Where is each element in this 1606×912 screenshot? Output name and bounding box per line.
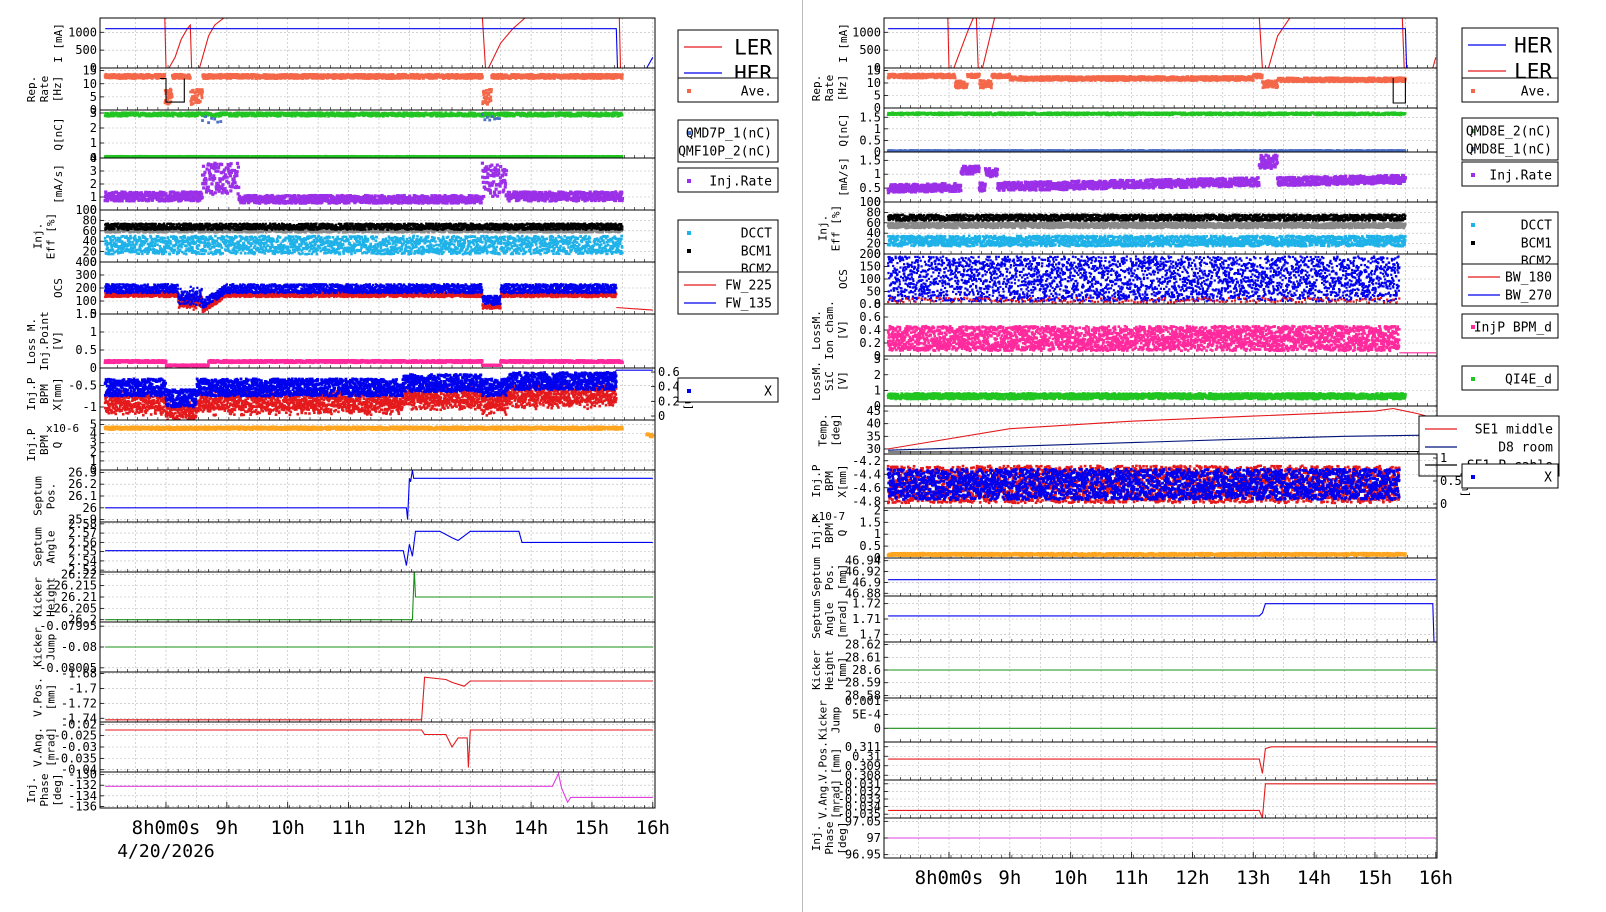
legend-entry: LER [734, 35, 772, 59]
y-tick-label: 500 [75, 43, 97, 57]
data-point [194, 101, 197, 104]
y-tick-label: 3 [90, 106, 97, 120]
legend-rep: Ave. [678, 78, 778, 102]
data-point [489, 95, 492, 98]
data-point [481, 75, 484, 78]
data-point [196, 94, 199, 97]
panel-frame [100, 18, 655, 68]
y-axis-label: [Hz] [51, 76, 64, 103]
data-point [171, 95, 174, 98]
data-point [189, 76, 192, 79]
y-axis-label: Rate [38, 76, 51, 103]
data-point [201, 96, 204, 99]
y-tick-label: 15 [83, 64, 97, 78]
y-axis-label: I [mA] [52, 23, 65, 63]
data-point [485, 89, 488, 92]
y-tick-label: 2 [90, 121, 97, 135]
data-point [170, 89, 173, 92]
data-point [490, 88, 493, 91]
y-tick-label: 1 [90, 136, 97, 150]
data-point [621, 77, 624, 80]
data-point [621, 114, 624, 117]
data-point [490, 90, 493, 93]
data-point [490, 99, 493, 102]
data-point [163, 73, 166, 76]
data-point [486, 97, 489, 100]
data-point [192, 89, 195, 92]
data-point [199, 100, 202, 103]
series-group [104, 73, 624, 106]
data-point [200, 94, 203, 97]
y-tick-label: 5 [90, 90, 97, 104]
data-point [201, 91, 204, 94]
data-point [201, 88, 204, 91]
data-point [192, 102, 195, 105]
y-axis-label: Rep. [25, 76, 38, 103]
data-point [621, 73, 624, 76]
data-point [194, 94, 197, 97]
data-point [170, 93, 173, 96]
series-group [104, 111, 624, 158]
data-point [198, 88, 201, 91]
legend-entry: Ave. [741, 85, 772, 100]
y-tick-label: 10 [83, 77, 97, 91]
y-tick-label: 1000 [68, 25, 97, 39]
